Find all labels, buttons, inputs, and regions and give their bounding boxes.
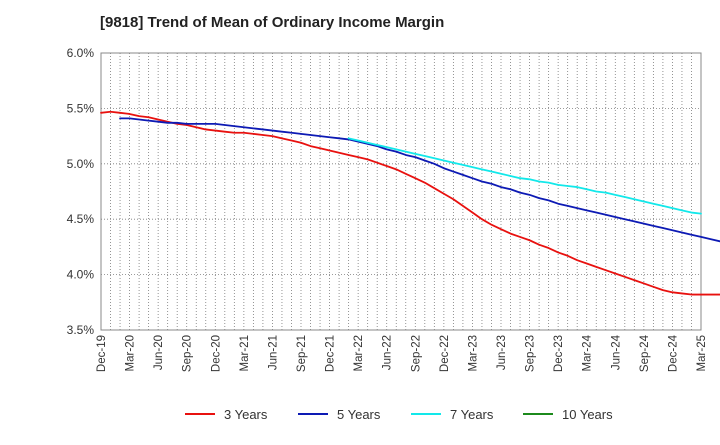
- x-tick-label: Mar-21: [239, 335, 251, 371]
- series-line-7-years: [347, 137, 702, 215]
- x-tick-label: Dec-19: [96, 335, 108, 372]
- legend-label-3-years: 3 Years: [224, 407, 268, 422]
- x-tick-label: Jun-22: [382, 335, 394, 370]
- legend-label-5-years: 5 Years: [337, 407, 381, 422]
- series-line-5-years: [119, 117, 720, 243]
- x-tick-label: Mar-25: [696, 335, 708, 371]
- y-tick-label: 5.0%: [67, 157, 95, 171]
- x-tick-label: Dec-21: [325, 335, 337, 372]
- y-tick-label: 5.5%: [67, 101, 95, 115]
- x-tick-label: Sep-22: [410, 335, 422, 372]
- x-tick-label: Sep-23: [525, 335, 537, 372]
- x-tick-label: Sep-20: [182, 335, 194, 372]
- x-tick-label: Jun-24: [610, 334, 622, 370]
- x-tick-label: Mar-22: [353, 335, 365, 371]
- x-tick-label: Mar-23: [467, 335, 479, 371]
- x-tick-label: Dec-20: [210, 335, 222, 372]
- x-tick-label: Dec-23: [553, 335, 565, 372]
- x-tick-label: Jun-21: [267, 335, 279, 370]
- x-tick-label: Dec-24: [667, 334, 679, 372]
- plot-area: [101, 53, 701, 330]
- x-tick-label: Sep-21: [296, 335, 308, 372]
- y-tick-label: 4.0%: [67, 268, 95, 282]
- y-tick-label: 3.5%: [67, 323, 95, 337]
- x-tick-label: Sep-24: [639, 334, 651, 372]
- legend-label-10-years: 10 Years: [562, 407, 613, 422]
- plot-frame: [100, 52, 702, 331]
- x-tick-label: Mar-20: [125, 335, 137, 371]
- x-tick-label: Jun-23: [496, 335, 508, 370]
- x-tick-label: Mar-24: [582, 334, 594, 371]
- y-tick-label: 4.5%: [67, 212, 95, 226]
- x-tick-label: Jun-20: [153, 335, 165, 370]
- legend-label-7-years: 7 Years: [450, 407, 494, 422]
- series-line-3-years: [100, 110, 720, 296]
- chart-title: [9818] Trend of Mean of Ordinary Income …: [100, 14, 445, 31]
- y-tick-label: 6.0%: [67, 46, 95, 60]
- x-tick-label: Dec-22: [439, 335, 451, 372]
